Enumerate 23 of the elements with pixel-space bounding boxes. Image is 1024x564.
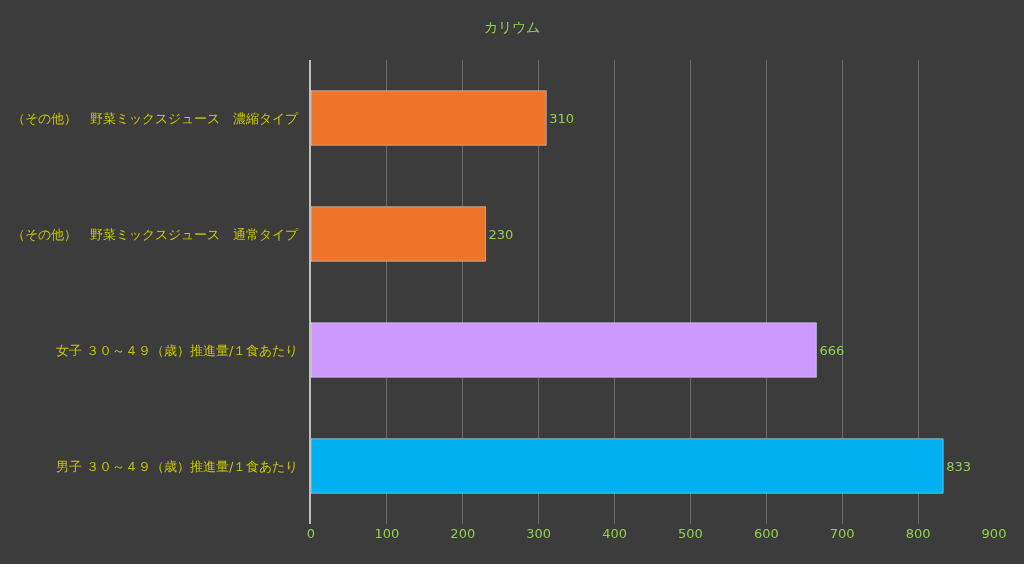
x-tick-label: 0 [306, 526, 316, 541]
bar [311, 438, 944, 494]
y-tick-label: 女子 ３０～４９（歳）推進量/１食あたり [55, 342, 299, 358]
bar [311, 90, 547, 146]
x-tick-label: 200 [450, 526, 476, 541]
x-tick-label: 600 [753, 526, 779, 541]
data-label: 833 [946, 458, 971, 474]
bar [311, 322, 817, 378]
x-tick-label: 300 [526, 526, 552, 541]
x-tick-label: 900 [981, 526, 1007, 541]
data-label: 666 [819, 342, 845, 358]
x-tick-label: 400 [602, 526, 627, 541]
data-label: 310 [549, 110, 575, 126]
x-tick-label: 700 [829, 526, 855, 541]
y-tick-label: （その他） 野菜ミックスジュース 通常タイプ [12, 226, 300, 242]
bar [311, 206, 486, 262]
x-tick-label: 800 [905, 526, 931, 541]
x-tick-label: 500 [678, 526, 703, 541]
data-label: 230 [488, 226, 514, 242]
chart-title: カリウム [484, 19, 540, 36]
y-tick-label: （その他） 野菜ミックスジュース 濃縮タイプ [12, 110, 300, 126]
x-tick-label: 100 [374, 526, 400, 541]
y-tick-label: 男子 ３０～４９（歳）推進量/１食あたり [55, 458, 299, 474]
